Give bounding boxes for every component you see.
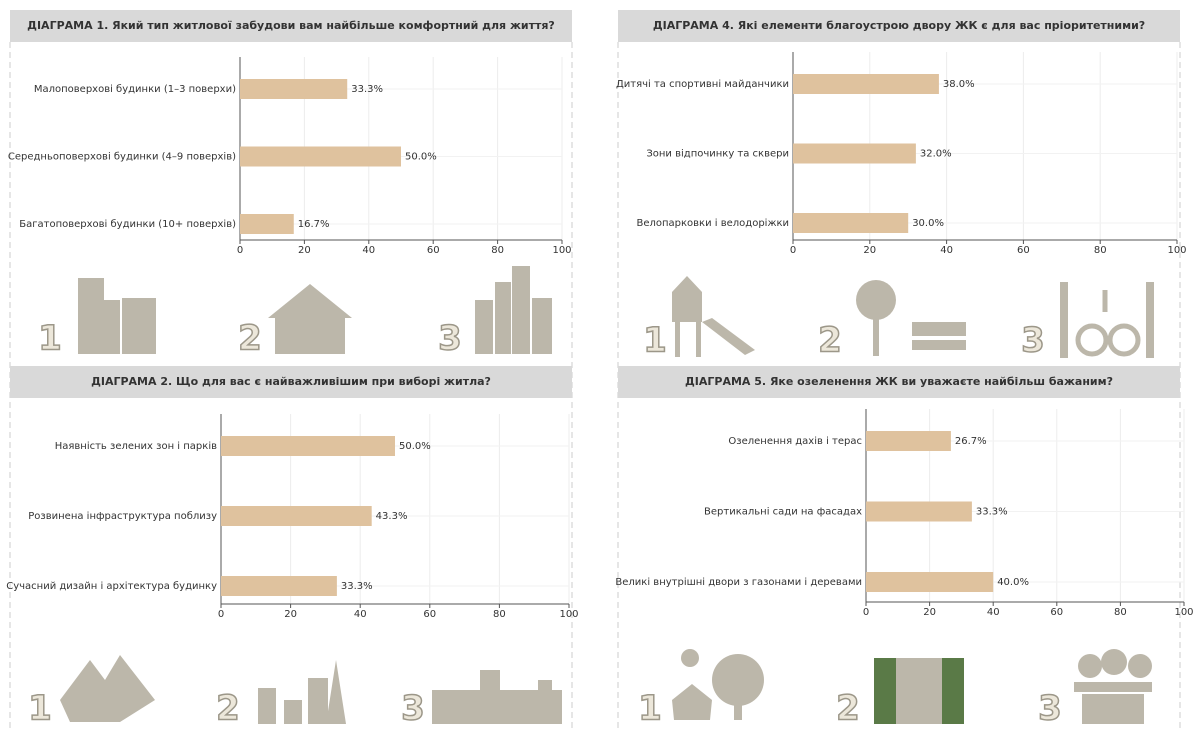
y-tick-label: Вертикальні сади на фасадах	[704, 506, 862, 518]
icon-yard	[672, 276, 1154, 358]
value-label: 43.3%	[376, 511, 408, 522]
value-label: 26.7%	[955, 436, 987, 447]
bar	[793, 74, 939, 94]
header-bar	[618, 366, 1180, 398]
icon-number: 3	[1021, 321, 1045, 361]
bar	[221, 576, 337, 596]
value-label: 16.7%	[298, 219, 330, 230]
y-tick-label: Велопарковки і велодоріжки	[636, 217, 789, 229]
y-tick-label: Сучасний дизайн і архітектура будинку	[6, 580, 217, 592]
value-label: 30.0%	[912, 218, 944, 229]
value-label: 33.3%	[976, 507, 1008, 518]
icon-number: 1	[28, 689, 52, 729]
icon-number: 2	[238, 319, 262, 359]
x-tick-label: 100	[552, 245, 571, 256]
bar	[221, 436, 395, 456]
x-tick-label: 40	[362, 245, 375, 256]
x-tick-label: 100	[1167, 245, 1186, 256]
header-bar	[10, 366, 572, 398]
y-tick-label: Зони відпочинку та сквери	[646, 148, 789, 160]
bar	[793, 143, 916, 164]
y-tick-label: Багатоповерхові будинки (10+ поверхів)	[19, 218, 236, 230]
icon-number: 3	[438, 319, 462, 359]
x-tick-label: 100	[559, 609, 578, 620]
header-bar	[10, 10, 572, 42]
value-label: 50.0%	[399, 441, 431, 452]
x-tick-label: 20	[298, 245, 311, 256]
bar	[866, 501, 972, 522]
icon-number: 1	[38, 319, 62, 359]
value-label: 38.0%	[943, 79, 975, 90]
x-tick-label: 0	[218, 609, 224, 620]
x-tick-label: 80	[1094, 245, 1107, 256]
bar	[221, 506, 372, 526]
icon-number: 2	[216, 689, 240, 729]
x-tick-label: 40	[987, 607, 1000, 618]
y-tick-label: Великі внутрішні двори з газонами і дере…	[615, 576, 862, 588]
x-tick-label: 20	[284, 609, 297, 620]
icon-number: 2	[818, 321, 842, 361]
y-tick-label: Середньоповерхові будинки (4–9 поверхів)	[8, 151, 236, 163]
x-tick-label: 40	[940, 245, 953, 256]
icon-number: 2	[836, 689, 860, 729]
y-tick-label: Дитячі та спортивні майданчики	[616, 78, 789, 90]
value-label: 32.0%	[920, 149, 952, 160]
x-tick-label: 100	[1174, 607, 1193, 618]
icon-city	[60, 655, 562, 724]
y-tick-label: Озеленення дахів і терас	[728, 435, 862, 447]
header-bar	[618, 10, 1180, 42]
value-label: 50.0%	[405, 152, 437, 163]
y-tick-label: Наявність зелених зон і парків	[55, 440, 217, 452]
chart-title: ДІАГРАМА 2. Що для вас є найважливішим п…	[91, 375, 491, 388]
bar	[866, 431, 951, 451]
x-tick-label: 0	[790, 245, 796, 256]
x-tick-label: 60	[427, 245, 440, 256]
x-tick-label: 80	[493, 609, 506, 620]
icon-number: 1	[638, 689, 662, 729]
x-tick-label: 0	[237, 245, 243, 256]
icon-bike	[1075, 290, 1141, 357]
x-tick-label: 20	[863, 245, 876, 256]
chart-title: ДІАГРАМА 5. Яке озеленення ЖК ви уважаєт…	[685, 375, 1113, 388]
x-tick-label: 60	[1050, 607, 1063, 618]
bar	[793, 213, 909, 233]
icon-number: 1	[643, 321, 667, 361]
x-tick-label: 60	[1017, 245, 1030, 256]
bar	[240, 214, 294, 234]
value-label: 33.3%	[341, 581, 373, 592]
icon-vertical-garden	[942, 658, 964, 724]
x-tick-label: 40	[354, 609, 367, 620]
x-tick-label: 60	[423, 609, 436, 620]
icon-number: 3	[401, 689, 425, 729]
x-tick-label: 80	[1114, 607, 1127, 618]
x-tick-label: 80	[491, 245, 504, 256]
value-label: 40.0%	[997, 577, 1029, 588]
icon-vertical-garden	[874, 658, 896, 724]
icon-number: 3	[1038, 689, 1062, 729]
chart-title: ДІАГРАМА 1. Який тип житлової забудови в…	[27, 19, 555, 32]
icon-green	[672, 649, 1152, 724]
x-tick-label: 0	[863, 607, 869, 618]
bar	[866, 572, 994, 592]
bar	[240, 146, 401, 167]
chart-title: ДІАГРАМА 4. Які елементи благоустрою дво…	[653, 19, 1145, 32]
y-tick-label: Розвинена інфраструктура поблизу	[28, 510, 217, 522]
value-label: 33.3%	[351, 84, 383, 95]
x-tick-label: 20	[923, 607, 936, 618]
icon-buildings	[78, 266, 552, 354]
bar	[240, 79, 348, 99]
y-tick-label: Малоповерхові будинки (1–3 поверхи)	[34, 83, 236, 95]
